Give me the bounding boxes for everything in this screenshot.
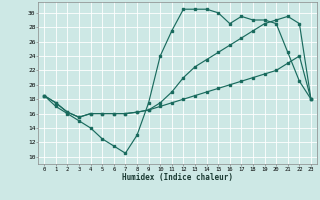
X-axis label: Humidex (Indice chaleur): Humidex (Indice chaleur) [122, 173, 233, 182]
